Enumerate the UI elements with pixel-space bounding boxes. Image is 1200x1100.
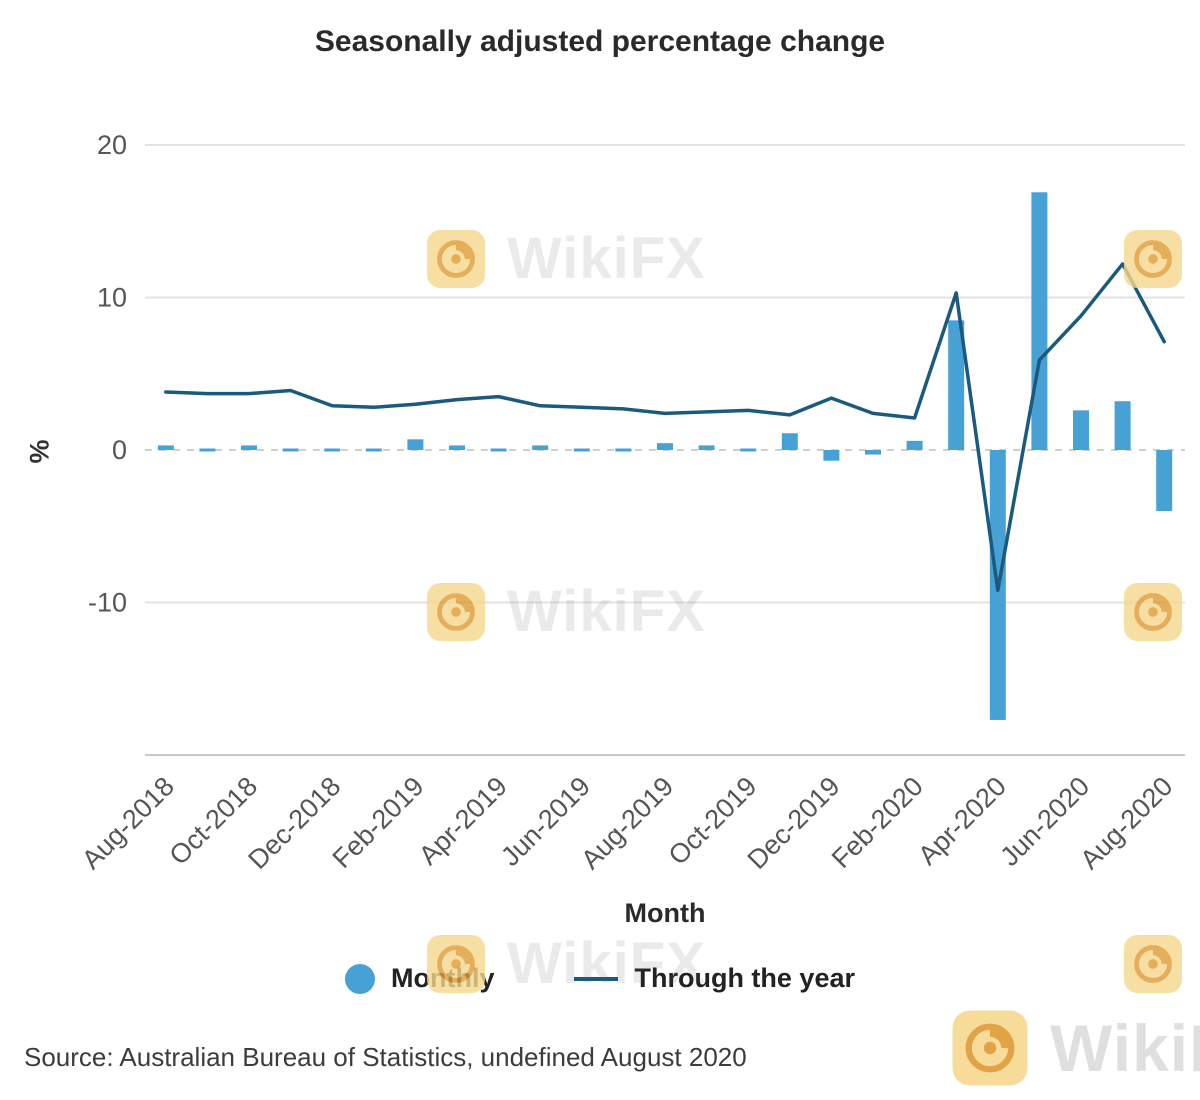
svg-text:20: 20 [97, 130, 127, 160]
svg-text:Feb-2020: Feb-2020 [826, 771, 929, 874]
svg-text:Feb-2019: Feb-2019 [327, 771, 430, 874]
legend-line-swatch [574, 976, 619, 981]
legend-monthly-swatch [344, 963, 375, 994]
svg-text:Dec-2019: Dec-2019 [742, 771, 846, 875]
chart-title: Seasonally adjusted percentage change [314, 25, 886, 58]
legend: Monthly Through the year [0, 963, 1200, 994]
svg-text:Aug-2019: Aug-2019 [575, 771, 679, 875]
source-note: Source: Australian Bureau of Statistics,… [24, 1042, 747, 1072]
svg-text:Apr-2019: Apr-2019 [413, 771, 513, 871]
legend-item-monthly: Monthly [344, 963, 495, 994]
svg-text:10: 10 [97, 283, 127, 313]
x-axis-label: Month [624, 898, 706, 928]
y-axis-label: % [24, 439, 55, 464]
svg-text:Aug-2018: Aug-2018 [76, 771, 180, 875]
svg-text:0: 0 [112, 435, 127, 465]
legend-item-through-the-year: Through the year [574, 963, 855, 994]
legend-line-label: Through the year [634, 963, 855, 993]
legend-monthly-label: Monthly [390, 963, 495, 993]
svg-text:Aug-2020: Aug-2020 [1074, 771, 1178, 875]
svg-text:-10: -10 [88, 588, 127, 618]
svg-text:Dec-2018: Dec-2018 [242, 771, 346, 875]
svg-text:Apr-2020: Apr-2020 [912, 771, 1012, 871]
